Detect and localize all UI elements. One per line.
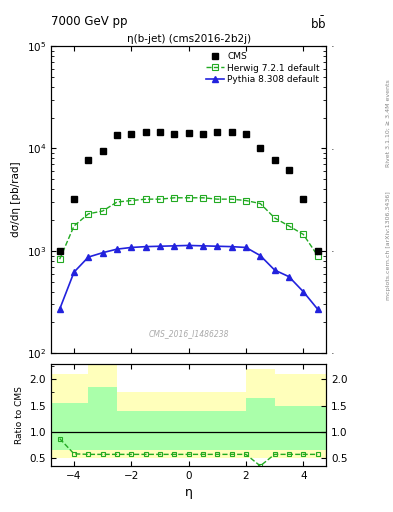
CMS: [301, 196, 306, 202]
CMS: [215, 129, 220, 135]
CMS: [186, 130, 191, 136]
Herwig 7.2.1 default: [129, 198, 134, 204]
Herwig 7.2.1 default: [301, 231, 306, 238]
Pythia 8.308 default: [244, 244, 248, 250]
Pythia 8.308 default: [57, 306, 62, 312]
Pythia 8.308 default: [115, 246, 119, 252]
Pythia 8.308 default: [272, 267, 277, 273]
Pythia 8.308 default: [315, 306, 320, 312]
Herwig 7.2.1 default: [315, 252, 320, 259]
Herwig 7.2.1 default: [86, 211, 91, 217]
CMS: [244, 131, 248, 137]
CMS: [72, 196, 76, 202]
CMS: [86, 157, 91, 163]
Herwig 7.2.1 default: [272, 215, 277, 221]
Pythia 8.308 default: [129, 244, 134, 250]
Legend: CMS, Herwig 7.2.1 default, Pythia 8.308 default: CMS, Herwig 7.2.1 default, Pythia 8.308 …: [204, 51, 322, 86]
Y-axis label: dσ/dη [pb/rad]: dσ/dη [pb/rad]: [11, 162, 21, 238]
CMS: [100, 147, 105, 154]
Pythia 8.308 default: [301, 289, 306, 295]
Herwig 7.2.1 default: [229, 196, 234, 202]
Line: Pythia 8.308 default: Pythia 8.308 default: [57, 243, 320, 312]
Herwig 7.2.1 default: [215, 196, 220, 202]
Pythia 8.308 default: [258, 252, 263, 259]
CMS: [115, 132, 119, 138]
CMS: [315, 248, 320, 254]
Pythia 8.308 default: [200, 243, 205, 249]
Pythia 8.308 default: [286, 273, 291, 280]
CMS: [258, 145, 263, 152]
CMS: [229, 129, 234, 135]
Herwig 7.2.1 default: [115, 199, 119, 205]
CMS: [200, 131, 205, 137]
Pythia 8.308 default: [143, 244, 148, 250]
Text: CMS_2016_I1486238: CMS_2016_I1486238: [149, 329, 229, 338]
Text: Rivet 3.1.10; ≥ 3.4M events: Rivet 3.1.10; ≥ 3.4M events: [386, 79, 391, 167]
Text: b$\bar{\rm b}$: b$\bar{\rm b}$: [310, 15, 326, 32]
Line: CMS: CMS: [57, 129, 321, 254]
CMS: [129, 131, 134, 137]
Herwig 7.2.1 default: [72, 223, 76, 229]
Herwig 7.2.1 default: [244, 198, 248, 204]
Herwig 7.2.1 default: [258, 201, 263, 207]
Pythia 8.308 default: [215, 243, 220, 249]
Herwig 7.2.1 default: [200, 195, 205, 201]
CMS: [143, 129, 148, 135]
Text: 7000 GeV pp: 7000 GeV pp: [51, 15, 128, 28]
Pythia 8.308 default: [100, 250, 105, 256]
Pythia 8.308 default: [229, 244, 234, 250]
Herwig 7.2.1 default: [172, 195, 177, 201]
Herwig 7.2.1 default: [186, 195, 191, 201]
CMS: [172, 131, 177, 137]
Herwig 7.2.1 default: [158, 196, 162, 202]
Text: mcplots.cern.ch [arXiv:1306.3436]: mcplots.cern.ch [arXiv:1306.3436]: [386, 191, 391, 300]
Pythia 8.308 default: [186, 242, 191, 248]
CMS: [158, 129, 162, 135]
Herwig 7.2.1 default: [100, 208, 105, 214]
Line: Herwig 7.2.1 default: Herwig 7.2.1 default: [57, 195, 321, 262]
Title: η(b-jet) (cms2016-2b2j): η(b-jet) (cms2016-2b2j): [127, 34, 251, 44]
CMS: [286, 167, 291, 173]
X-axis label: η: η: [185, 486, 193, 499]
Herwig 7.2.1 default: [143, 196, 148, 202]
Herwig 7.2.1 default: [57, 256, 62, 262]
Pythia 8.308 default: [158, 243, 162, 249]
Herwig 7.2.1 default: [286, 223, 291, 229]
Pythia 8.308 default: [172, 243, 177, 249]
Y-axis label: Ratio to CMS: Ratio to CMS: [15, 386, 24, 444]
CMS: [57, 248, 62, 254]
Pythia 8.308 default: [86, 254, 91, 260]
CMS: [272, 157, 277, 163]
Pythia 8.308 default: [72, 269, 76, 275]
